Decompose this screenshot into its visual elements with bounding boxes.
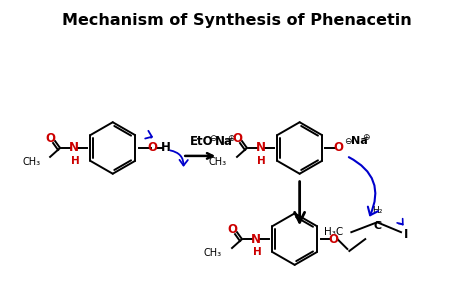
Text: N: N bbox=[69, 142, 79, 154]
FancyArrowPatch shape bbox=[170, 150, 188, 166]
Text: N: N bbox=[251, 233, 261, 246]
Text: H: H bbox=[253, 247, 261, 257]
Text: H: H bbox=[161, 142, 170, 154]
FancyArrowPatch shape bbox=[349, 157, 378, 215]
Text: ⊕: ⊕ bbox=[227, 133, 235, 142]
Text: CH₃: CH₃ bbox=[22, 157, 40, 167]
Text: O: O bbox=[227, 223, 237, 236]
FancyArrowPatch shape bbox=[145, 131, 152, 138]
Text: CH₃: CH₃ bbox=[204, 248, 222, 258]
Text: EtO: EtO bbox=[190, 135, 214, 147]
Text: Mechanism of Synthesis of Phenacetin: Mechanism of Synthesis of Phenacetin bbox=[62, 13, 412, 28]
Text: O: O bbox=[333, 142, 343, 154]
Text: Na: Na bbox=[215, 135, 233, 147]
Text: I: I bbox=[404, 228, 409, 241]
Text: ⊖: ⊖ bbox=[209, 133, 217, 142]
Text: H: H bbox=[71, 156, 79, 166]
Text: ⊖: ⊖ bbox=[345, 137, 352, 145]
Text: H₃C: H₃C bbox=[324, 227, 343, 237]
FancyArrowPatch shape bbox=[397, 219, 403, 225]
Text: N: N bbox=[256, 142, 266, 154]
Text: ⊕: ⊕ bbox=[362, 133, 370, 142]
Text: O: O bbox=[232, 132, 242, 145]
Text: O: O bbox=[45, 132, 55, 145]
Text: O: O bbox=[147, 142, 157, 154]
Text: H₂: H₂ bbox=[372, 206, 383, 215]
Text: CH₃: CH₃ bbox=[209, 157, 227, 167]
Text: Na: Na bbox=[351, 136, 368, 146]
Text: C: C bbox=[373, 221, 381, 231]
Text: O: O bbox=[328, 233, 338, 246]
Text: H: H bbox=[257, 156, 266, 166]
